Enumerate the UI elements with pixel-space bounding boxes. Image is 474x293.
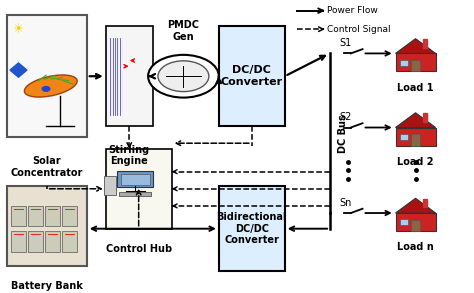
Text: ☀: ☀ <box>13 23 24 37</box>
FancyBboxPatch shape <box>11 231 26 252</box>
FancyBboxPatch shape <box>395 213 436 231</box>
Text: Control Signal: Control Signal <box>327 25 391 34</box>
Circle shape <box>42 87 50 91</box>
FancyBboxPatch shape <box>45 231 60 252</box>
FancyBboxPatch shape <box>411 60 420 71</box>
FancyBboxPatch shape <box>106 26 153 126</box>
Circle shape <box>158 61 209 92</box>
Circle shape <box>148 55 219 98</box>
FancyBboxPatch shape <box>104 176 116 195</box>
Text: Stirling
Engine: Stirling Engine <box>109 145 150 166</box>
Text: DC Bus: DC Bus <box>338 114 348 153</box>
Text: S1: S1 <box>339 38 351 48</box>
FancyBboxPatch shape <box>400 60 409 66</box>
FancyBboxPatch shape <box>62 231 77 252</box>
FancyBboxPatch shape <box>395 53 436 71</box>
FancyBboxPatch shape <box>45 206 60 226</box>
FancyBboxPatch shape <box>219 26 285 126</box>
FancyBboxPatch shape <box>28 231 43 252</box>
Text: Load 2: Load 2 <box>397 157 434 167</box>
Polygon shape <box>395 198 436 213</box>
FancyBboxPatch shape <box>106 149 172 229</box>
FancyBboxPatch shape <box>62 206 77 226</box>
Polygon shape <box>423 113 427 122</box>
FancyBboxPatch shape <box>121 174 150 185</box>
FancyBboxPatch shape <box>28 206 43 226</box>
Text: Battery Bank: Battery Bank <box>11 281 82 292</box>
FancyBboxPatch shape <box>7 186 87 266</box>
FancyBboxPatch shape <box>118 171 153 187</box>
Polygon shape <box>423 199 427 207</box>
Text: Sn: Sn <box>339 198 351 208</box>
Polygon shape <box>395 39 436 53</box>
FancyBboxPatch shape <box>411 134 420 146</box>
FancyBboxPatch shape <box>219 186 285 271</box>
Text: Bidirectional
DC/DC
Converter: Bidirectional DC/DC Converter <box>217 212 287 245</box>
Polygon shape <box>423 39 427 48</box>
FancyBboxPatch shape <box>400 134 409 140</box>
Text: Solar
Concentrator: Solar Concentrator <box>10 156 83 178</box>
Text: Load n: Load n <box>397 242 434 253</box>
Text: Load 1: Load 1 <box>397 83 434 93</box>
FancyBboxPatch shape <box>7 15 87 137</box>
FancyBboxPatch shape <box>395 127 436 146</box>
Text: S2: S2 <box>339 113 351 122</box>
Polygon shape <box>10 63 27 77</box>
Polygon shape <box>395 113 436 127</box>
Text: DC/DC
Converter: DC/DC Converter <box>221 65 283 87</box>
FancyBboxPatch shape <box>11 206 26 226</box>
FancyBboxPatch shape <box>119 192 151 196</box>
Text: Power Flow: Power Flow <box>327 6 378 15</box>
FancyBboxPatch shape <box>400 219 409 225</box>
Text: PMDC
Gen: PMDC Gen <box>167 21 200 42</box>
FancyBboxPatch shape <box>411 220 420 231</box>
Text: Control Hub: Control Hub <box>106 244 172 254</box>
Ellipse shape <box>24 75 77 97</box>
